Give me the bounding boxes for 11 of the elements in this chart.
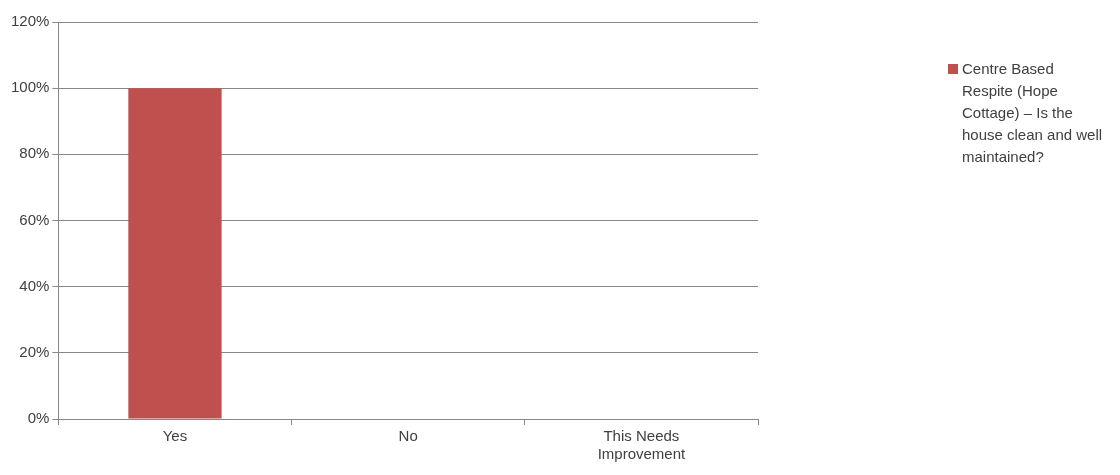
x-tick-label: This Needs Improvement: [597, 427, 686, 463]
x-tick-label: Yes: [162, 427, 188, 445]
y-tick-label: 120%: [10, 12, 50, 30]
legend-label: Centre Based Respite (Hope Cottage) – Is the house clean and well maintained?: [962, 59, 1104, 167]
y-tick-label: 60%: [19, 210, 50, 228]
y-tick-label: 100%: [10, 78, 50, 96]
y-tick-label: 0%: [27, 409, 50, 427]
y-tick-label: 20%: [19, 342, 50, 360]
y-tick-label: 40%: [19, 276, 50, 294]
y-tick-label: 80%: [19, 144, 50, 162]
x-tick-label: No: [398, 427, 418, 445]
